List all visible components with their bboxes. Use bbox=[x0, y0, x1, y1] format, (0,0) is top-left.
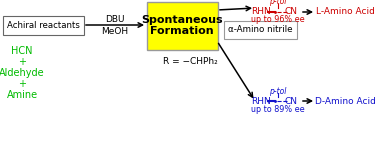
Text: p-tol: p-tol bbox=[269, 86, 287, 95]
Text: CN: CN bbox=[285, 7, 297, 17]
Text: p-tol: p-tol bbox=[269, 0, 287, 7]
Text: Aldehyde: Aldehyde bbox=[0, 68, 45, 78]
Text: L-Amino Acid: L-Amino Acid bbox=[316, 7, 375, 17]
Text: RHN: RHN bbox=[251, 7, 271, 17]
Text: up to 89% ee: up to 89% ee bbox=[251, 105, 305, 115]
Text: Amine: Amine bbox=[6, 90, 37, 100]
Text: up to 96% ee: up to 96% ee bbox=[251, 15, 305, 24]
FancyBboxPatch shape bbox=[147, 2, 217, 49]
Text: MeOH: MeOH bbox=[101, 27, 129, 36]
FancyBboxPatch shape bbox=[3, 15, 84, 34]
FancyBboxPatch shape bbox=[223, 20, 296, 39]
Text: DBU: DBU bbox=[105, 15, 125, 24]
Text: R = −CHPh₂: R = −CHPh₂ bbox=[163, 56, 217, 66]
Text: D-Amino Acid: D-Amino Acid bbox=[314, 97, 375, 105]
Text: CN: CN bbox=[285, 97, 297, 105]
Text: Spontaneous
Formation: Spontaneous Formation bbox=[141, 15, 223, 36]
Text: HCN: HCN bbox=[11, 46, 33, 56]
Text: Achiral reactants: Achiral reactants bbox=[6, 20, 79, 29]
Text: RHN: RHN bbox=[251, 97, 271, 105]
Text: +: + bbox=[18, 79, 26, 89]
Text: α-Amino nitrile: α-Amino nitrile bbox=[228, 25, 292, 34]
Text: +: + bbox=[18, 57, 26, 67]
